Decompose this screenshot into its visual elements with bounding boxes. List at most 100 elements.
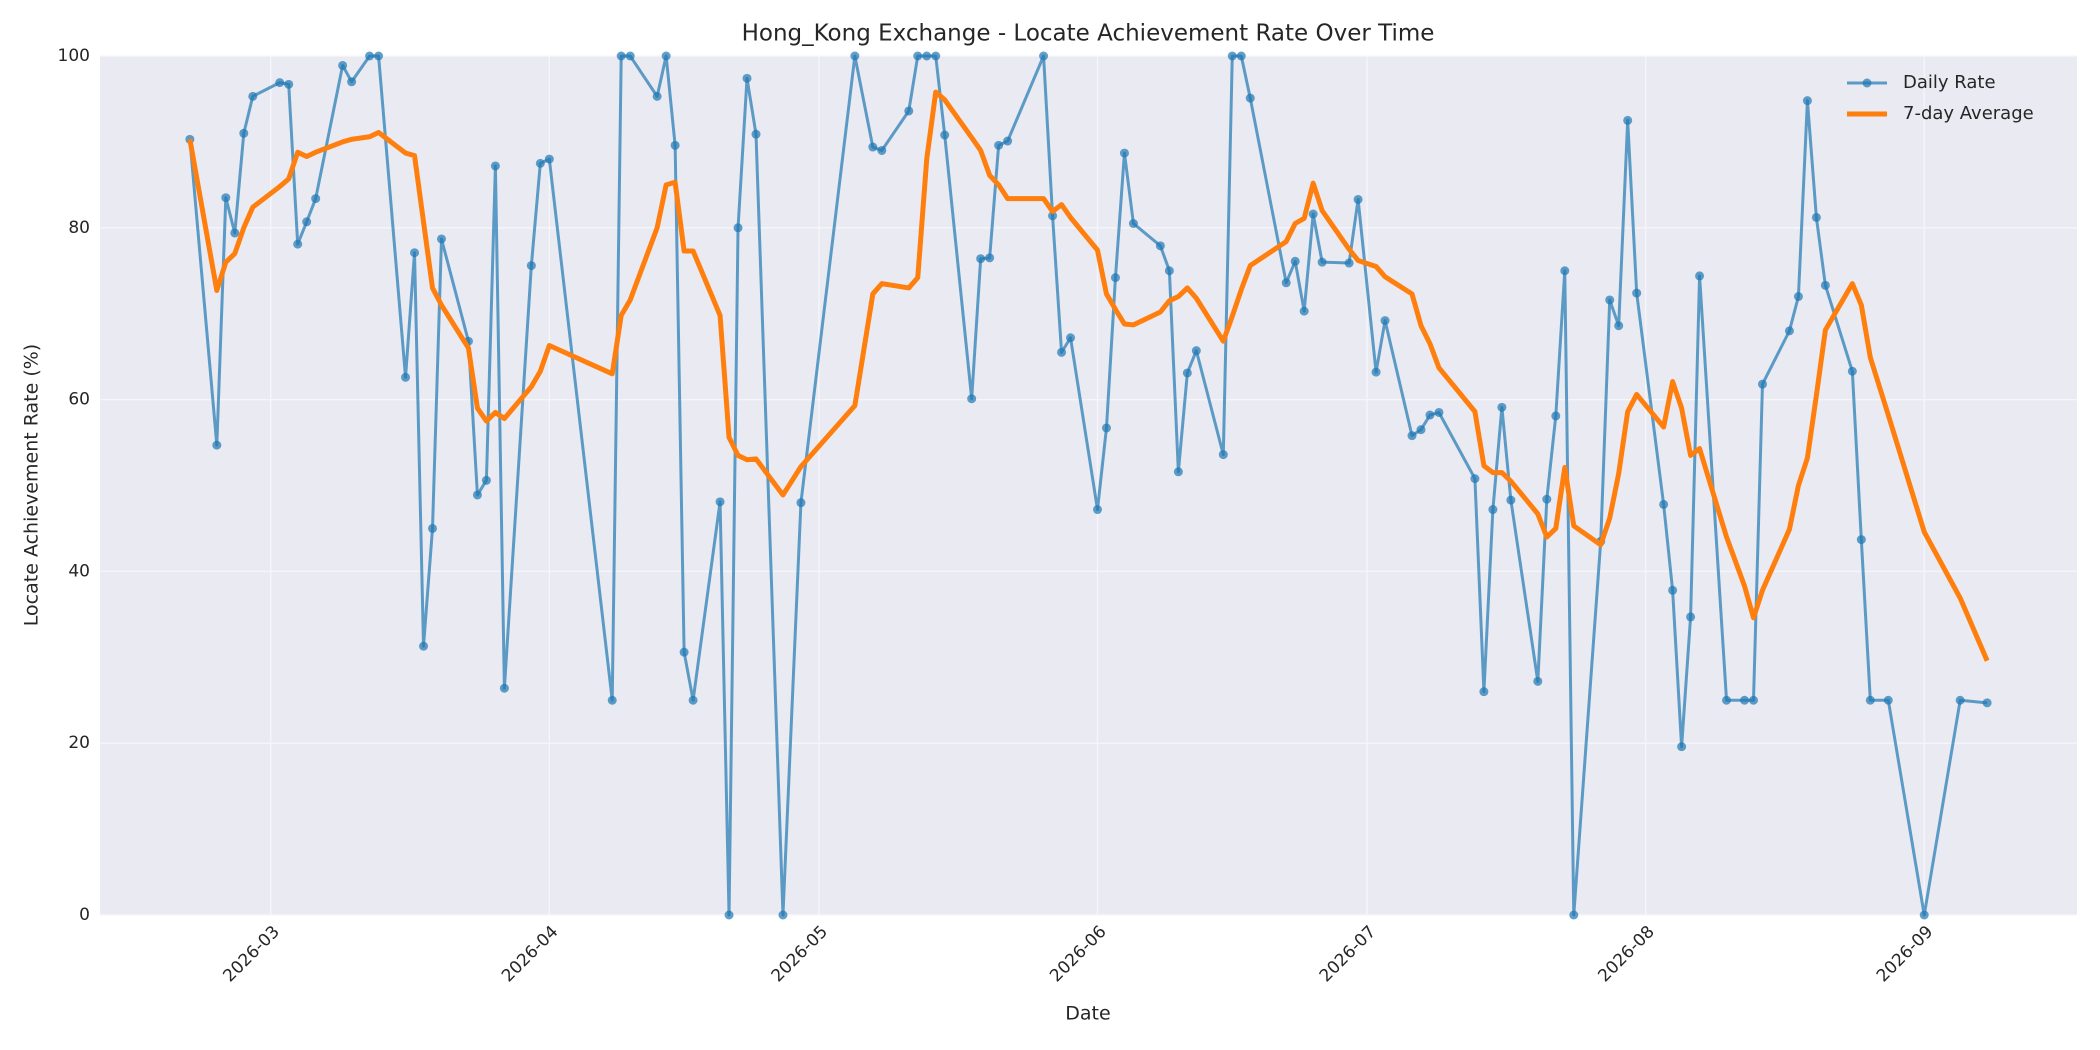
data-point <box>688 695 698 705</box>
data-point <box>1039 51 1049 61</box>
data-point <box>293 239 303 249</box>
data-point <box>436 234 446 244</box>
data-point <box>1057 347 1067 357</box>
data-point <box>661 51 671 61</box>
data-point <box>679 647 689 657</box>
data-point <box>1003 136 1013 146</box>
data-point <box>499 683 509 693</box>
data-point <box>1191 346 1201 356</box>
data-point <box>1308 209 1318 219</box>
data-point <box>994 140 1004 150</box>
data-point <box>1227 51 1237 61</box>
data-point <box>338 60 348 70</box>
data-point <box>1380 316 1390 326</box>
data-point <box>922 51 932 61</box>
data-point <box>1506 495 1516 505</box>
data-point <box>284 79 294 89</box>
data-point <box>1218 450 1228 460</box>
data-point <box>1614 321 1624 331</box>
legend-label: 7-day Average <box>1903 103 2034 124</box>
data-point <box>427 523 437 533</box>
x-tick-label: 2026-05 <box>768 922 832 986</box>
data-point <box>212 440 222 450</box>
data-point <box>1919 910 1929 920</box>
data-point <box>1110 273 1120 283</box>
chart-title: Hong_Kong Exchange - Locate Achievement … <box>742 21 1435 47</box>
data-point <box>1793 292 1803 302</box>
x-tick-label: 2026-08 <box>1594 922 1658 986</box>
data-point <box>967 394 977 404</box>
data-point <box>1883 695 1893 705</box>
data-point <box>230 228 240 238</box>
plot-area <box>100 56 2077 915</box>
data-point <box>374 51 384 61</box>
data-point <box>1722 695 1732 705</box>
data-point <box>1470 474 1480 484</box>
data-point <box>544 154 554 164</box>
x-tick-label: 2026-04 <box>498 922 562 986</box>
data-point <box>1119 148 1129 158</box>
data-point <box>1245 93 1255 103</box>
data-point <box>1164 266 1174 276</box>
y-tick-label: 20 <box>68 733 90 753</box>
data-point <box>481 475 491 485</box>
data-point <box>1344 258 1354 268</box>
x-axis-label: Date <box>1065 1003 1110 1025</box>
data-point <box>239 128 249 138</box>
data-point <box>535 158 545 168</box>
data-point <box>1623 115 1633 125</box>
series <box>187 89 1990 662</box>
data-point <box>1182 368 1192 378</box>
data-point <box>904 106 914 116</box>
data-point <box>1317 257 1327 267</box>
data-point <box>472 490 482 500</box>
data-point <box>1281 278 1291 288</box>
data-point <box>1236 51 1246 61</box>
data-point <box>302 217 312 227</box>
data-point <box>1128 219 1138 229</box>
data-point <box>1551 411 1561 421</box>
data-point <box>410 248 420 258</box>
x-tick-label: 2026-07 <box>1316 922 1380 986</box>
data-point <box>1425 410 1435 420</box>
data-point <box>1048 211 1058 221</box>
data-point <box>526 261 536 271</box>
data-point <box>1784 326 1794 336</box>
data-point <box>976 254 986 264</box>
legend-label: Daily Rate <box>1903 72 1996 93</box>
data-point <box>1371 367 1381 377</box>
data-point <box>1820 280 1830 290</box>
data-point <box>1955 695 1965 705</box>
data-point <box>733 223 743 233</box>
data-point <box>1155 241 1165 251</box>
data-point <box>868 142 878 152</box>
y-tick-label: 100 <box>58 46 90 66</box>
data-point <box>1542 494 1552 504</box>
data-point <box>221 193 231 203</box>
data-point <box>419 641 429 651</box>
data-point <box>347 77 357 87</box>
data-point <box>365 51 375 61</box>
data-point <box>850 51 860 61</box>
data-point <box>985 253 995 263</box>
data-point <box>670 140 680 150</box>
data-point <box>1659 499 1669 509</box>
data-point <box>1101 423 1111 433</box>
y-axis-label: Locate Achievement Rate (%) <box>21 344 43 626</box>
data-point <box>931 51 941 61</box>
data-point <box>607 695 617 705</box>
data-point <box>1748 695 1758 705</box>
data-point <box>1066 333 1076 343</box>
data-line <box>187 89 1990 662</box>
x-tick-label: 2026-09 <box>1873 922 1937 986</box>
data-point <box>1686 612 1696 622</box>
y-tick-label: 40 <box>68 561 90 581</box>
data-point <box>625 51 635 61</box>
data-point <box>1856 535 1866 545</box>
data-point <box>1092 505 1102 515</box>
x-tick-label: 2026-03 <box>219 922 283 986</box>
data-point <box>1560 266 1570 276</box>
data-point <box>1847 366 1857 376</box>
data-point <box>1173 467 1183 477</box>
